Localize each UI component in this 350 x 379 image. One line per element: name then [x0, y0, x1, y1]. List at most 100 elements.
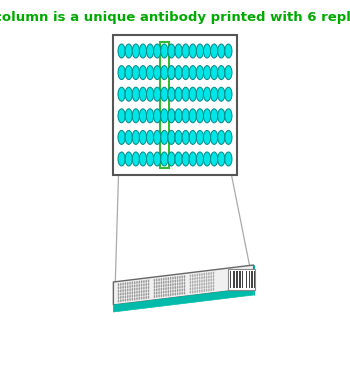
Circle shape [181, 282, 183, 285]
Circle shape [190, 281, 191, 284]
Circle shape [211, 44, 218, 58]
Circle shape [197, 274, 198, 277]
Circle shape [213, 278, 214, 281]
Circle shape [120, 286, 121, 289]
Circle shape [122, 299, 124, 302]
Circle shape [168, 283, 169, 287]
Circle shape [127, 282, 128, 285]
Circle shape [181, 285, 183, 288]
Circle shape [139, 297, 140, 300]
Circle shape [163, 281, 164, 284]
Circle shape [192, 277, 194, 280]
Circle shape [179, 282, 181, 285]
Circle shape [134, 298, 135, 301]
Circle shape [134, 294, 135, 297]
Circle shape [161, 291, 162, 294]
Circle shape [213, 288, 214, 291]
Circle shape [146, 293, 147, 296]
Circle shape [136, 281, 138, 284]
Circle shape [192, 280, 194, 283]
Circle shape [172, 280, 174, 283]
Circle shape [161, 152, 168, 166]
Circle shape [127, 298, 128, 301]
Circle shape [203, 276, 205, 279]
Circle shape [147, 44, 154, 58]
Circle shape [168, 280, 169, 283]
Circle shape [120, 293, 121, 296]
Circle shape [177, 286, 178, 289]
Circle shape [120, 299, 121, 302]
Bar [237, 271, 238, 288]
Circle shape [181, 279, 183, 282]
Circle shape [225, 130, 232, 144]
Circle shape [168, 287, 169, 290]
Circle shape [154, 130, 161, 144]
Circle shape [139, 44, 147, 58]
Bar [230, 271, 231, 288]
Circle shape [118, 109, 125, 123]
Circle shape [127, 288, 128, 291]
Circle shape [203, 273, 205, 276]
Circle shape [177, 282, 178, 285]
Circle shape [168, 66, 175, 80]
Circle shape [139, 66, 147, 80]
Circle shape [189, 109, 196, 123]
Circle shape [197, 287, 198, 290]
Bar [252, 271, 253, 288]
Circle shape [179, 285, 181, 288]
Circle shape [148, 293, 149, 296]
Circle shape [179, 279, 181, 282]
Circle shape [158, 278, 160, 281]
Circle shape [168, 130, 175, 144]
Circle shape [189, 87, 196, 101]
Circle shape [177, 289, 178, 292]
Circle shape [118, 152, 125, 166]
Circle shape [118, 130, 125, 144]
Circle shape [158, 291, 160, 294]
Circle shape [161, 288, 162, 291]
Circle shape [141, 297, 142, 300]
Circle shape [161, 66, 168, 80]
Circle shape [206, 276, 207, 279]
Circle shape [146, 286, 147, 289]
Circle shape [197, 283, 198, 286]
Circle shape [175, 276, 176, 279]
Circle shape [134, 284, 135, 287]
Circle shape [190, 274, 191, 277]
Circle shape [218, 109, 225, 123]
Circle shape [154, 66, 161, 80]
Circle shape [165, 290, 167, 293]
Circle shape [225, 152, 232, 166]
Circle shape [143, 283, 145, 286]
Circle shape [165, 294, 167, 297]
Circle shape [192, 290, 194, 293]
Circle shape [190, 278, 191, 281]
Circle shape [141, 290, 142, 293]
Circle shape [177, 279, 178, 282]
Bar [251, 271, 252, 288]
Circle shape [170, 287, 172, 290]
Circle shape [132, 291, 133, 294]
Circle shape [175, 66, 182, 80]
Circle shape [147, 66, 154, 80]
Circle shape [175, 109, 182, 123]
Circle shape [132, 298, 133, 301]
Circle shape [175, 130, 182, 144]
Circle shape [182, 130, 189, 144]
Circle shape [154, 109, 161, 123]
Circle shape [213, 281, 214, 284]
Circle shape [201, 280, 203, 282]
Circle shape [132, 130, 139, 144]
Circle shape [218, 152, 225, 166]
Circle shape [143, 280, 145, 283]
Circle shape [136, 287, 138, 290]
Circle shape [194, 283, 196, 287]
Circle shape [208, 279, 210, 282]
Circle shape [208, 282, 210, 285]
Circle shape [213, 285, 214, 288]
Circle shape [148, 279, 149, 282]
Circle shape [125, 299, 126, 302]
Circle shape [189, 66, 196, 80]
Polygon shape [113, 288, 254, 312]
Circle shape [125, 292, 126, 295]
